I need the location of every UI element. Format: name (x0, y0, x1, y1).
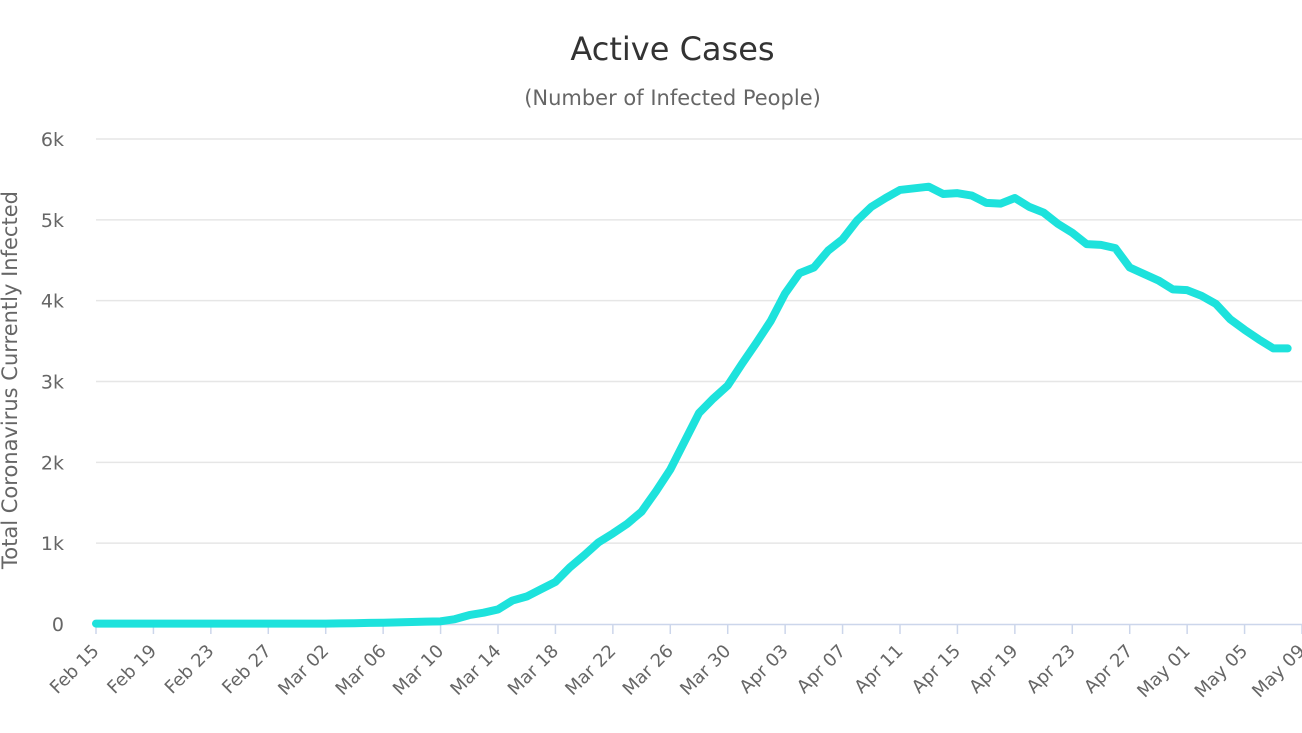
y-tick-label: 2k (41, 452, 64, 474)
x-tick-label: Mar 26 (619, 641, 678, 700)
x-tick-label: Apr 15 (908, 641, 965, 698)
y-tick-label: 5k (41, 210, 64, 232)
x-tick-label: Mar 02 (274, 641, 333, 700)
x-tick-label: Mar 06 (332, 641, 391, 700)
y-tick-label: 0 (52, 614, 64, 636)
x-tick-label: Apr 11 (850, 641, 907, 698)
x-tick-label: Mar 14 (446, 641, 505, 700)
x-tick-label: Feb 23 (161, 641, 219, 699)
x-tick-label: May 01 (1133, 641, 1194, 702)
series-line (92, 182, 1292, 628)
grid-lines (96, 138, 1302, 544)
x-tick-label: May 09 (1248, 641, 1302, 702)
x-tick-label: Mar 22 (561, 641, 620, 700)
x-tick-label: Feb 15 (46, 641, 104, 699)
y-tick-label: 3k (41, 372, 64, 394)
y-tick-label: 6k (41, 129, 64, 151)
x-tick-label: Apr 27 (1080, 641, 1137, 698)
x-tick-label: Mar 30 (676, 641, 735, 700)
x-tick-label: Apr 03 (736, 641, 793, 698)
x-tick-label: Feb 19 (103, 641, 161, 699)
chart-title: Active Cases (570, 30, 775, 68)
x-tick-label: Apr 23 (1023, 641, 1080, 698)
x-tick-label: Apr 07 (793, 641, 850, 698)
x-tick-label: Mar 18 (504, 641, 563, 700)
x-tick-label: Mar 10 (389, 641, 448, 700)
y-axis-ticks: 0 1k 2k 3k 4k 5k 6k (41, 129, 64, 636)
x-tick-label: May 05 (1191, 641, 1252, 702)
x-tick-label: Feb 27 (218, 641, 276, 699)
series-layer (92, 182, 1292, 628)
y-tick-label: 4k (41, 291, 64, 313)
x-tick-label: Apr 19 (965, 641, 1022, 698)
chart-subtitle: (Number of Infected People) (524, 86, 821, 110)
y-tick-label: 1k (41, 533, 64, 555)
